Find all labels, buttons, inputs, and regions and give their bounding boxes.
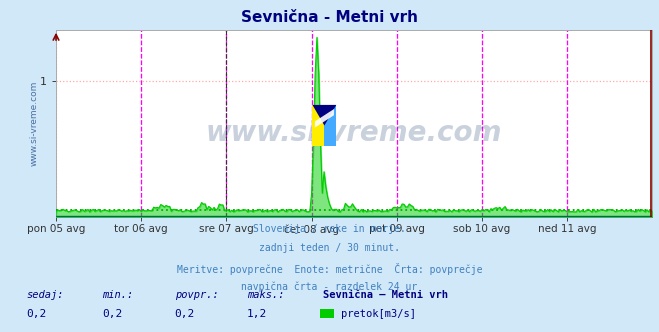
- Text: povpr.:: povpr.:: [175, 290, 218, 300]
- Text: Sevnična – Metni vrh: Sevnična – Metni vrh: [323, 290, 448, 300]
- Text: Meritve: povprečne  Enote: metrične  Črta: povprečje: Meritve: povprečne Enote: metrične Črta:…: [177, 263, 482, 275]
- Text: 0,2: 0,2: [26, 309, 47, 319]
- Text: maks.:: maks.:: [247, 290, 285, 300]
- Text: sedaj:: sedaj:: [26, 290, 64, 300]
- Text: min.:: min.:: [102, 290, 133, 300]
- Text: Sevnična - Metni vrh: Sevnična - Metni vrh: [241, 10, 418, 25]
- Bar: [324, 105, 336, 146]
- Text: pretok[m3/s]: pretok[m3/s]: [341, 309, 416, 319]
- Text: 0,2: 0,2: [175, 309, 195, 319]
- Text: Slovenija / reke in morje.: Slovenija / reke in morje.: [253, 224, 406, 234]
- Polygon shape: [315, 109, 334, 127]
- Text: www.si-vreme.com: www.si-vreme.com: [206, 119, 502, 147]
- Text: navpična črta - razdelek 24 ur: navpična črta - razdelek 24 ur: [241, 282, 418, 292]
- Text: 1,2: 1,2: [247, 309, 268, 319]
- Bar: [312, 105, 324, 146]
- Text: 0,2: 0,2: [102, 309, 123, 319]
- Y-axis label: www.si-vreme.com: www.si-vreme.com: [30, 81, 39, 166]
- Polygon shape: [312, 105, 336, 125]
- Text: zadnji teden / 30 minut.: zadnji teden / 30 minut.: [259, 243, 400, 253]
